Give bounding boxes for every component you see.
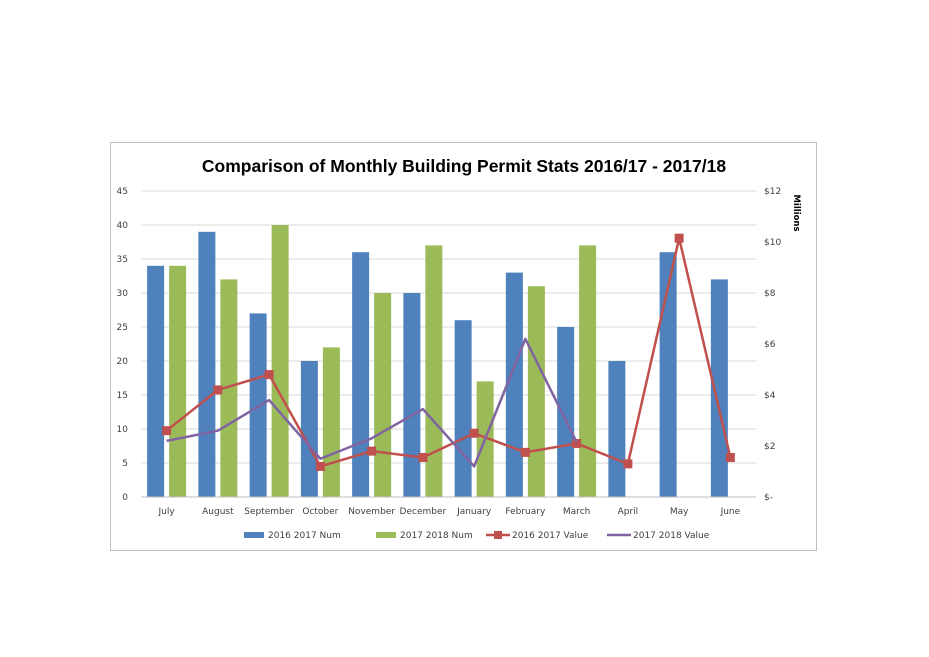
x-tick-label: March [563, 507, 590, 517]
line-marker [418, 452, 428, 462]
right-tick-label: $8 [764, 289, 776, 299]
x-tick-label: June [720, 507, 741, 517]
line-marker [315, 461, 325, 471]
legend-marker [494, 531, 502, 539]
bar [220, 279, 238, 497]
bar [710, 279, 728, 497]
line-marker [469, 428, 479, 438]
bars [147, 225, 728, 498]
axes: 0 5 10 15 20 25 30 35 40 45 $- $2 $4 $6 $8 $10 $12 July Au… [117, 187, 782, 517]
bar [271, 225, 289, 497]
bar [608, 361, 626, 497]
line-marker [367, 446, 377, 456]
bar [198, 231, 216, 498]
right-tick-label: $10 [764, 238, 781, 248]
chart-container: Comparison of Monthly Building Permit St… [110, 142, 817, 551]
line-marker [725, 452, 735, 462]
line-marker [674, 233, 684, 243]
left-tick-label: 15 [117, 391, 128, 401]
series-line [165, 236, 732, 468]
line-marker [162, 426, 172, 436]
left-tick-label: 35 [117, 255, 128, 265]
bar [169, 265, 187, 497]
bar [147, 265, 165, 497]
x-tick-label: May [670, 507, 689, 517]
legend-label: 2017 2018 Value [633, 531, 710, 541]
legend-swatch [376, 532, 396, 538]
right-tick-label: $4 [764, 391, 776, 401]
chart-svg: Comparison of Monthly Building Permit St… [117, 156, 801, 541]
left-tick-label: 10 [117, 425, 129, 435]
lines [162, 233, 735, 471]
legend-label: 2016 2017 Num [268, 531, 341, 541]
line-marker [572, 438, 582, 448]
left-tick-label: 5 [122, 459, 128, 469]
x-tick-label: April [618, 507, 639, 517]
right-tick-label: $12 [764, 187, 781, 197]
x-tick-label: October [302, 507, 338, 517]
bar [249, 313, 267, 497]
right-tick-label: $- [764, 493, 773, 503]
line-marker [623, 459, 633, 469]
bar [579, 245, 597, 497]
left-tick-label: 45 [117, 187, 128, 197]
legend-label: 2017 2018 Num [400, 531, 473, 541]
line-marker [264, 370, 274, 380]
bar [300, 361, 318, 497]
x-tick-label: December [400, 507, 447, 517]
bar [374, 293, 392, 497]
legend: 2016 2017 Num 2017 2018 Num 2016 2017 Valu… [244, 531, 710, 541]
bar [557, 327, 575, 497]
x-tick-label: January [456, 507, 492, 517]
left-tick-label: 25 [117, 323, 128, 333]
gridlines [141, 190, 756, 498]
bar [454, 320, 472, 497]
right-tick-label: $6 [764, 340, 776, 350]
line-marker [520, 447, 530, 457]
legend-swatch [244, 532, 264, 538]
left-tick-label: 40 [117, 221, 129, 231]
bar [505, 272, 523, 497]
bar [352, 252, 370, 497]
x-tick-label: February [505, 507, 546, 517]
bar [403, 293, 421, 497]
x-tick-label: August [202, 507, 234, 517]
x-tick-label: November [348, 507, 395, 517]
x-tick-label: July [158, 507, 176, 517]
left-tick-label: 20 [117, 357, 129, 367]
right-tick-label: $2 [764, 442, 775, 452]
left-tick-label: 30 [117, 289, 129, 299]
bar [527, 286, 545, 497]
bar [659, 252, 677, 497]
left-tick-label: 0 [122, 493, 128, 503]
x-tick-label: September [244, 507, 294, 517]
bar [322, 347, 340, 497]
right-axis-title: Millions [791, 194, 801, 231]
legend-label: 2016 2017 Value [512, 531, 589, 541]
series-line [166, 337, 578, 468]
chart-title: Comparison of Monthly Building Permit St… [202, 156, 726, 176]
line-marker [213, 385, 223, 395]
bar [425, 245, 443, 497]
